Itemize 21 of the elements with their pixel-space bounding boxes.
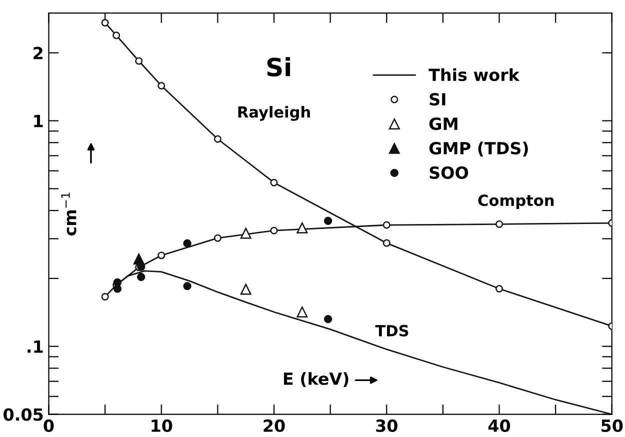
legend-label: GM <box>429 117 458 130</box>
x-axis-title: E (keV) <box>284 372 348 387</box>
y-tick-label: 0.05 <box>4 408 43 421</box>
x-tick-label: 30 <box>376 419 398 432</box>
x-tick-label: 20 <box>264 419 285 432</box>
legend-label: SOO <box>430 166 468 179</box>
annotation: Rayleigh <box>238 106 310 121</box>
annotation: TDS <box>375 324 408 336</box>
annotation: Compton <box>478 194 554 210</box>
x-tick-label: 10 <box>152 419 172 432</box>
y-tick-label: .1 <box>28 340 43 353</box>
text: Si <box>267 57 290 77</box>
y-tick-label: 2 <box>34 46 42 60</box>
legend-label: SI <box>430 92 446 106</box>
x-tick-label: 50 <box>602 419 623 432</box>
x-tick-label: 40 <box>488 419 510 432</box>
y-tick-label: 1 <box>34 114 43 128</box>
x-tick-label: 0 <box>44 419 54 432</box>
legend-label: GMP (TDS) <box>429 142 528 156</box>
legend-label: This work <box>428 68 520 82</box>
y-axis-title: cm$^{−1}$ <box>61 192 76 236</box>
